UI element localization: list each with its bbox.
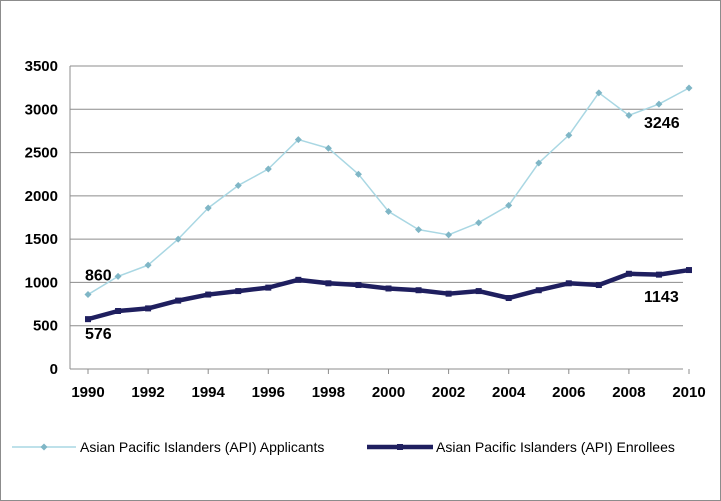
data-label: 3246 xyxy=(644,115,680,132)
y-tick-label: 0 xyxy=(50,361,58,378)
data-point-applicants xyxy=(565,131,573,139)
data-point-enrollees xyxy=(265,284,272,291)
data-point-enrollees xyxy=(145,305,152,312)
data-labels: 860 3246 576 1143 xyxy=(85,115,680,343)
data-label: 576 xyxy=(85,326,112,343)
x-axis-tick-labels: 1990 1992 1994 1996 1998 2000 2002 2004 2006 2008… xyxy=(71,384,705,401)
x-tick-label: 1992 xyxy=(131,384,164,401)
data-point-enrollees xyxy=(355,282,362,289)
data-label: 1143 xyxy=(644,289,679,306)
data-point-applicants xyxy=(324,144,332,152)
series-group xyxy=(84,84,693,323)
data-point-applicants xyxy=(625,111,633,119)
y-axis-tick-labels: 0 500 1000 1500 2000 2500 3000 3500 xyxy=(25,58,58,378)
data-point-applicants xyxy=(655,100,663,108)
data-point-enrollees xyxy=(85,316,91,323)
data-point-enrollees xyxy=(175,297,182,304)
data-point-enrollees xyxy=(505,295,512,302)
x-tick-label: 1996 xyxy=(252,384,285,401)
x-tick-label: 2010 xyxy=(672,384,705,401)
data-point-enrollees xyxy=(295,276,302,283)
data-point-enrollees xyxy=(445,290,452,297)
data-point-applicants xyxy=(174,235,182,243)
data-point-applicants xyxy=(685,84,693,92)
data-point-enrollees xyxy=(686,267,692,274)
data-point-applicants xyxy=(535,159,543,167)
x-tick-label: 2006 xyxy=(552,384,585,401)
y-tick-label: 3000 xyxy=(25,101,58,118)
data-point-applicants xyxy=(354,170,362,178)
data-point-applicants xyxy=(294,136,302,144)
series-line-applicants xyxy=(87,87,690,296)
data-point-applicants xyxy=(234,181,242,189)
data-point-applicants xyxy=(114,272,122,280)
data-point-enrollees xyxy=(385,285,392,292)
data-point-applicants xyxy=(144,261,152,269)
y-tick-label: 500 xyxy=(33,318,58,335)
gridlines xyxy=(70,65,683,370)
data-point-applicants xyxy=(595,89,603,97)
data-point-applicants xyxy=(415,226,423,234)
data-label: 860 xyxy=(85,268,112,285)
y-tick-label: 2000 xyxy=(25,188,58,205)
data-point-enrollees xyxy=(565,280,572,287)
data-point-enrollees xyxy=(535,287,542,294)
y-tick-label: 1000 xyxy=(25,274,58,291)
data-point-applicants xyxy=(445,231,453,239)
data-point-enrollees xyxy=(415,287,422,294)
data-point-enrollees xyxy=(325,280,332,287)
x-tick-label: 2000 xyxy=(372,384,405,401)
legend-marker-enrollees xyxy=(397,444,403,450)
x-tick-label: 2008 xyxy=(612,384,645,401)
data-point-applicants xyxy=(475,219,483,227)
data-point-enrollees xyxy=(625,270,632,277)
x-tick-label: 1994 xyxy=(192,384,226,401)
data-point-applicants xyxy=(264,165,272,173)
data-point-enrollees xyxy=(655,271,662,278)
legend-label-enrollees: Asian Pacific Islanders (API) Enrollees xyxy=(436,439,675,455)
axes xyxy=(69,66,690,374)
y-tick-label: 3500 xyxy=(25,58,58,75)
x-tick-label: 2002 xyxy=(432,384,465,401)
legend-marker-applicants xyxy=(40,443,48,451)
data-point-applicants xyxy=(84,291,92,299)
data-point-enrollees xyxy=(115,307,122,314)
data-point-enrollees xyxy=(205,291,212,298)
data-point-enrollees xyxy=(475,288,482,295)
legend: Asian Pacific Islanders (API) Applicants… xyxy=(12,439,675,455)
x-tick-label: 2004 xyxy=(492,384,526,401)
data-point-enrollees xyxy=(595,282,602,289)
data-point-applicants xyxy=(505,201,513,209)
legend-label-applicants: Asian Pacific Islanders (API) Applicants xyxy=(80,439,324,455)
data-point-applicants xyxy=(204,204,212,212)
data-point-applicants xyxy=(385,207,392,215)
y-tick-label: 2500 xyxy=(25,145,58,162)
x-tick-label: 1990 xyxy=(71,384,104,401)
data-point-enrollees xyxy=(235,288,242,295)
series-line-enrollees xyxy=(87,267,690,322)
y-tick-label: 1500 xyxy=(25,231,58,248)
x-tick-label: 1998 xyxy=(312,384,345,401)
